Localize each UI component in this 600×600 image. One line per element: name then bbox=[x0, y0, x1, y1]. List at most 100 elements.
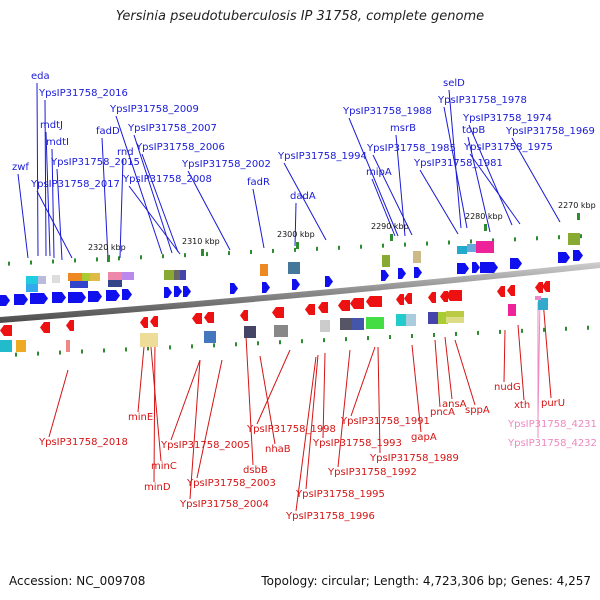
leader-line bbox=[171, 360, 200, 440]
reverse-gene-arrow bbox=[497, 286, 505, 297]
gene-feature-box bbox=[0, 340, 12, 352]
reverse-gene-label: ansA bbox=[442, 399, 467, 410]
scale-label: 2270 kbp bbox=[558, 201, 596, 210]
gene-feature-box bbox=[180, 270, 186, 280]
gene-feature-box bbox=[413, 251, 421, 263]
reverse-gene-arrow bbox=[40, 322, 50, 333]
genome-map: 2320 kbp2310 kbp2300 kbp2290 kbp2280 kbp… bbox=[0, 0, 600, 600]
forward-gene-arrow bbox=[230, 283, 238, 294]
scale-tick bbox=[426, 242, 428, 246]
forward-gene-label: YpsIP31758_1978 bbox=[437, 95, 527, 106]
scale-tick bbox=[565, 327, 567, 331]
reverse-gene-label: YpsIP31758_1998 bbox=[246, 424, 336, 435]
scale-tick bbox=[272, 249, 274, 253]
scale-tick bbox=[169, 345, 171, 349]
reverse-gene-label: YpsIP31758_2004 bbox=[179, 499, 269, 510]
scale-tick bbox=[301, 339, 303, 343]
gene-feature-box bbox=[90, 273, 100, 281]
forward-gene-arrow bbox=[262, 282, 270, 293]
reverse-gene-arrow bbox=[542, 281, 550, 292]
scale-tick bbox=[8, 262, 10, 266]
gene-feature-box bbox=[320, 320, 330, 332]
gene-feature-box bbox=[26, 276, 38, 284]
gene-feature-box bbox=[382, 255, 390, 267]
scale-tick bbox=[74, 258, 76, 262]
forward-gene-arrow bbox=[398, 268, 406, 279]
reverse-gene-label: YpsIP31758_1992 bbox=[327, 467, 417, 478]
reverse-gene-arrow bbox=[272, 307, 284, 318]
scale-tick bbox=[107, 255, 110, 262]
scale-tick bbox=[103, 348, 105, 352]
gene-feature-box bbox=[122, 272, 134, 280]
gene-feature-box bbox=[174, 270, 180, 280]
forward-gene-label: YpsIP31758_1981 bbox=[413, 158, 503, 169]
forward-gene-arrow bbox=[14, 294, 28, 305]
forward-gene-arrow bbox=[122, 289, 132, 300]
scale-tick bbox=[191, 344, 193, 348]
scale-tick bbox=[558, 235, 560, 239]
scale-tick bbox=[294, 248, 296, 252]
reverse-gene-label: YpsIP31758_1996 bbox=[285, 511, 375, 522]
reverse-gene-label: minC bbox=[151, 461, 177, 472]
reverse-gene-arrow bbox=[66, 320, 74, 331]
scale-tick bbox=[390, 234, 393, 241]
gene-feature-box bbox=[38, 276, 46, 284]
forward-gene-label: YpsIP31758_1985 bbox=[366, 143, 456, 154]
gene-feature-box bbox=[260, 264, 268, 276]
reverse-gene-arrow bbox=[446, 290, 462, 301]
reverse-gene-arrow bbox=[240, 310, 248, 321]
scale-tick bbox=[37, 352, 39, 356]
reverse-gene-label: YpsIP31758_1989 bbox=[369, 453, 459, 464]
scale-tick bbox=[147, 346, 149, 350]
scale-tick bbox=[206, 252, 208, 256]
leader-line bbox=[295, 203, 296, 246]
forward-gene-label: YpsIP31758_1969 bbox=[505, 126, 595, 137]
reverse-gene-arrow bbox=[204, 312, 214, 323]
reverse-gene-label: gapA bbox=[411, 432, 437, 443]
gene-feature-box bbox=[340, 318, 352, 330]
forward-gene-arrow bbox=[68, 292, 86, 303]
reverse-gene-arrow bbox=[396, 294, 404, 305]
scale-tick bbox=[514, 237, 516, 241]
gene-feature-box bbox=[288, 262, 300, 274]
leader-line bbox=[129, 186, 180, 254]
forward-gene-label: fadR bbox=[247, 177, 270, 188]
gene-feature-box bbox=[82, 273, 90, 281]
gene-feature-box bbox=[352, 318, 364, 330]
gene-feature-box bbox=[68, 273, 82, 281]
forward-gene-arrow bbox=[510, 258, 522, 269]
scale-tick bbox=[81, 350, 83, 354]
forward-gene-arrow bbox=[0, 295, 10, 306]
scale-tick bbox=[279, 340, 281, 344]
reverse-gene-label: YpsIP31758_1991 bbox=[340, 416, 430, 427]
scale-tick bbox=[201, 249, 204, 256]
forward-gene-arrow bbox=[174, 286, 182, 297]
forward-gene-arrow bbox=[480, 262, 498, 273]
forward-gene-label: YpsIP31758_1975 bbox=[463, 142, 553, 153]
gene-feature-box bbox=[16, 340, 26, 352]
forward-gene-label: YpsIP31758_1994 bbox=[277, 151, 367, 162]
reverse-gene-arrow bbox=[305, 304, 315, 315]
gene-feature-box bbox=[366, 317, 384, 329]
gene-feature-box bbox=[446, 311, 464, 317]
gene-feature-box bbox=[535, 296, 541, 300]
reverse-gene-label: dsbB bbox=[243, 465, 268, 476]
forward-gene-arrow bbox=[30, 293, 48, 304]
reverse-gene-arrow bbox=[350, 298, 364, 309]
scale-tick bbox=[250, 250, 252, 254]
gene-feature-box bbox=[108, 280, 122, 287]
reverse-gene-arrow bbox=[535, 282, 543, 293]
reverse-gene-label: YpsIP31758_2018 bbox=[38, 437, 128, 448]
gene-feature-box bbox=[66, 340, 70, 352]
scale-tick bbox=[52, 260, 54, 264]
leader-line bbox=[102, 138, 108, 258]
forward-gene-label: zwf bbox=[12, 162, 29, 173]
scale-tick bbox=[521, 329, 523, 333]
forward-gene-label: YpsIP31758_2016 bbox=[38, 88, 128, 99]
gene-feature-box bbox=[568, 233, 580, 245]
leader-line bbox=[142, 154, 178, 252]
rna-gene-label: YpsIP31758_4232 bbox=[507, 438, 597, 449]
reverse-gene-label: YpsIP31758_2005 bbox=[160, 440, 250, 451]
scale-label: 2320 kbp bbox=[88, 243, 126, 252]
reverse-gene-arrow bbox=[507, 285, 515, 296]
